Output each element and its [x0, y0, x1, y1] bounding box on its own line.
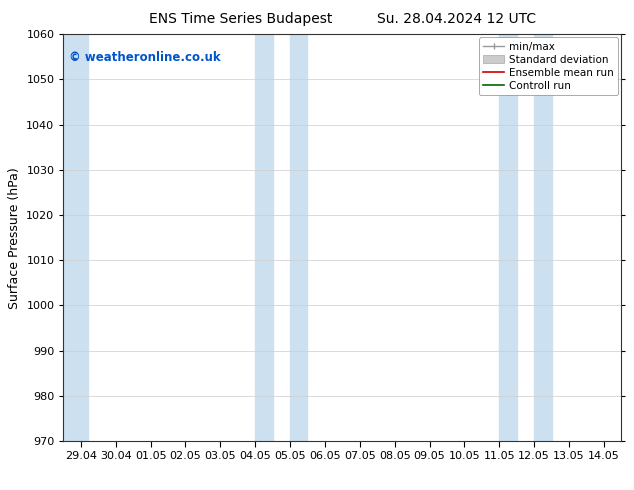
Text: ENS Time Series Budapest: ENS Time Series Budapest — [149, 12, 333, 26]
Text: © weatheronline.co.uk: © weatheronline.co.uk — [69, 50, 221, 64]
Bar — [500, 34, 517, 441]
Bar — [63, 34, 87, 441]
Legend: min/max, Standard deviation, Ensemble mean run, Controll run: min/max, Standard deviation, Ensemble me… — [479, 37, 618, 95]
Bar — [290, 34, 307, 441]
Text: Su. 28.04.2024 12 UTC: Su. 28.04.2024 12 UTC — [377, 12, 536, 26]
Bar — [255, 34, 273, 441]
Bar — [534, 34, 552, 441]
Y-axis label: Surface Pressure (hPa): Surface Pressure (hPa) — [8, 167, 21, 309]
